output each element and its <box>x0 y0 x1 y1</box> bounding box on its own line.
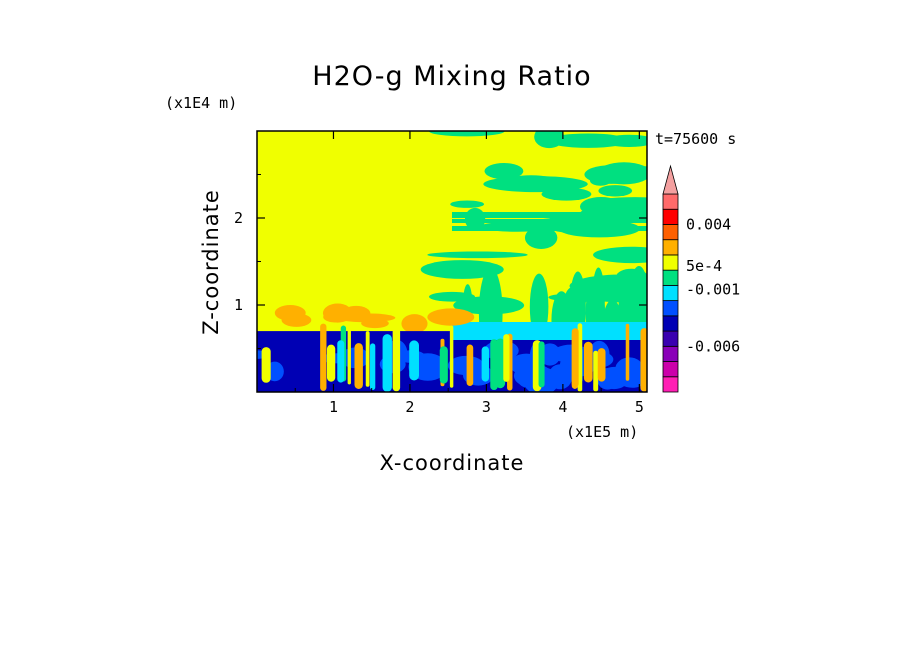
colorbar-segment <box>662 345 679 362</box>
colorbar-segment <box>662 361 679 378</box>
convective-plume <box>597 348 606 382</box>
blue-eddy <box>615 357 644 381</box>
convective-plume <box>347 323 351 385</box>
convective-plume <box>538 341 545 388</box>
colorbar: 0.004 5e-4 -0.001 -0.006 <box>662 164 740 393</box>
y-axis-label: Z-coordinate <box>199 189 223 335</box>
convective-plume <box>625 323 630 381</box>
convective-plume <box>409 340 419 381</box>
convective-plume <box>495 338 506 389</box>
colorbar-segment <box>662 330 679 347</box>
colorbar-segment <box>662 239 679 256</box>
green-anomaly <box>602 134 647 147</box>
colorbar-label: 0.004 <box>686 215 731 233</box>
x-unit-label: (x1E5 m) <box>566 423 638 441</box>
x-axis-label: X-coordinate <box>380 451 525 475</box>
convective-plume <box>439 346 448 384</box>
colorbar-label: -0.001 <box>686 280 740 298</box>
convective-plume <box>571 328 579 388</box>
time-label: t=75600 s <box>655 130 736 148</box>
convective-plume <box>583 341 593 383</box>
green-anomaly <box>427 251 528 259</box>
orange-cap <box>274 305 306 321</box>
green-anomaly <box>504 175 558 189</box>
convective-plume <box>392 328 401 392</box>
convective-plume <box>449 325 454 388</box>
green-anomaly <box>484 163 524 180</box>
green-anomaly <box>597 162 647 185</box>
convective-plume <box>593 350 599 392</box>
colorbar-segment <box>662 193 679 210</box>
green-anomaly <box>593 246 647 264</box>
green-anomaly <box>541 187 592 201</box>
convective-plume <box>640 328 647 392</box>
green-anomaly <box>524 226 558 250</box>
green-anomaly <box>429 131 505 137</box>
y-tick-label: 2 <box>234 209 243 227</box>
colorbar-label: 5e-4 <box>686 257 722 275</box>
green-streak <box>452 226 647 231</box>
colorbar-extend-arrow <box>662 164 679 195</box>
green-anomaly <box>420 260 504 279</box>
green-streak <box>452 219 647 223</box>
colorbar-segment <box>662 376 679 393</box>
convective-plume <box>466 344 474 387</box>
x-tick-label: 5 <box>635 398 644 416</box>
orange-cap <box>401 314 428 334</box>
x-tick-label: 3 <box>482 398 491 416</box>
convective-plume <box>320 323 327 391</box>
colorbar-segment <box>662 224 679 241</box>
colorbar-segment <box>662 315 679 332</box>
orange-cap <box>427 308 475 326</box>
convective-plume <box>326 344 336 382</box>
colorbar-segment <box>662 208 679 225</box>
y-unit-label: (x1E4 m) <box>165 94 237 112</box>
convective-plume <box>577 323 583 392</box>
green-anomaly <box>598 185 633 197</box>
colorbar-segment <box>662 284 679 302</box>
x-tick-label: 1 <box>329 398 338 416</box>
green-anomaly <box>579 196 623 217</box>
green-plume <box>628 265 647 337</box>
axes: 1 2 3 4 5 1 2 <box>234 131 647 416</box>
convective-plume <box>382 334 392 392</box>
green-streak <box>452 212 647 218</box>
y-tick-label: 1 <box>234 296 243 314</box>
convective-plume <box>490 339 498 391</box>
convective-plume <box>503 334 510 382</box>
orange-cap <box>322 303 353 323</box>
colorbar-segment <box>662 269 679 286</box>
convective-plume <box>354 343 363 389</box>
chart-title: H2O-g Mixing Ratio <box>312 61 591 92</box>
green-anomaly <box>534 131 565 149</box>
plot-area <box>256 130 648 393</box>
convective-plume <box>365 331 370 387</box>
convective-plume <box>261 347 271 383</box>
convective-plume <box>337 340 345 383</box>
green-anomaly <box>450 200 485 208</box>
blue-eddy <box>447 355 485 376</box>
cyan-belt <box>452 322 647 344</box>
x-tick-label: 4 <box>558 398 567 416</box>
colorbar-segment <box>662 254 679 271</box>
convective-plume <box>370 343 376 391</box>
colorbar-segment <box>662 300 679 317</box>
convective-plume <box>481 346 490 382</box>
x-tick-label: 2 <box>405 398 414 416</box>
colorbar-label: -0.006 <box>686 337 740 355</box>
field-layers <box>257 131 647 392</box>
